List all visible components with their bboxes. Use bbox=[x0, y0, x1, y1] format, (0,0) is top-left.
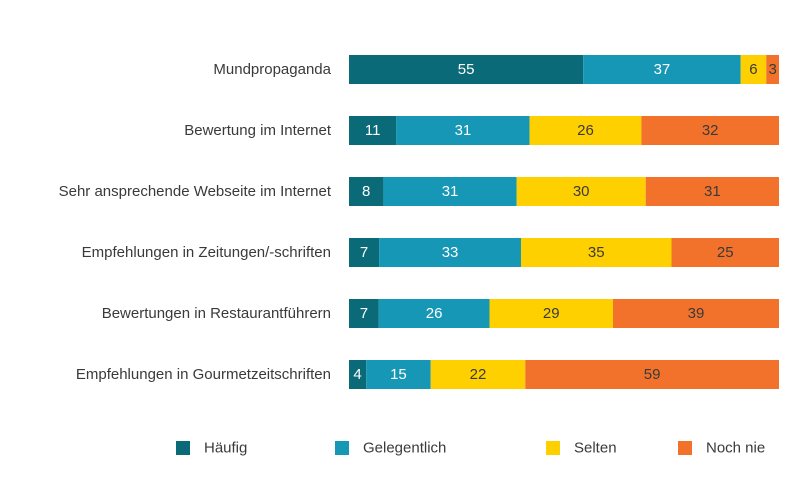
data-label: 39 bbox=[688, 305, 705, 322]
legend-swatch bbox=[546, 441, 560, 455]
data-label: 7 bbox=[360, 244, 368, 261]
data-label: 37 bbox=[654, 61, 671, 78]
data-label: 31 bbox=[442, 183, 459, 200]
data-label: 3 bbox=[768, 61, 776, 78]
bar-segment bbox=[366, 360, 431, 389]
legend: Häufig Gelegentlich Selten Noch nie bbox=[176, 440, 765, 457]
data-label: 31 bbox=[455, 122, 472, 139]
bar-segment bbox=[379, 238, 521, 267]
bar-segment bbox=[349, 299, 379, 328]
data-label: 26 bbox=[426, 305, 443, 322]
data-label: 55 bbox=[458, 61, 475, 78]
category-label: Mundpropaganda bbox=[213, 61, 331, 78]
legend-label: Gelegentlich bbox=[363, 440, 446, 457]
legend-swatch bbox=[176, 441, 190, 455]
legend-label: Häufig bbox=[204, 440, 247, 457]
data-label: 31 bbox=[704, 183, 721, 200]
category-label: Bewertungen in Restaurantführern bbox=[102, 305, 331, 322]
bar-segment bbox=[766, 55, 779, 84]
bar-segment bbox=[349, 238, 380, 267]
bar-segment bbox=[430, 360, 526, 389]
bar-segment bbox=[349, 55, 584, 84]
bar-segment bbox=[641, 116, 779, 145]
bars-layer: 55 37 6 3 11 31 26 32 8 31 30 31 7 33 35 25 7 26 29 39 4 15 22… bbox=[349, 55, 779, 389]
bar-segment bbox=[383, 177, 517, 206]
bar-segment bbox=[525, 360, 779, 389]
data-label: 59 bbox=[644, 366, 661, 383]
data-label: 33 bbox=[442, 244, 459, 261]
bar-segment bbox=[740, 55, 767, 84]
bar-segment bbox=[529, 116, 642, 145]
data-label: 35 bbox=[588, 244, 605, 261]
legend-swatch bbox=[678, 441, 692, 455]
bar-segment bbox=[583, 55, 741, 84]
data-label: 8 bbox=[362, 183, 370, 200]
bar-segment bbox=[349, 116, 397, 145]
category-label: Empfehlungen in Gourmetzeitschriften bbox=[76, 366, 331, 383]
bar-segment bbox=[349, 177, 384, 206]
legend-swatch bbox=[335, 441, 349, 455]
data-label: 32 bbox=[702, 122, 719, 139]
bar-segment bbox=[645, 177, 779, 206]
data-label: 15 bbox=[390, 366, 407, 383]
bar-segment bbox=[349, 360, 367, 389]
data-label: 25 bbox=[717, 244, 734, 261]
legend-label: Noch nie bbox=[706, 440, 765, 457]
bar-segment bbox=[671, 238, 779, 267]
data-label: 6 bbox=[749, 61, 757, 78]
category-label: Sehr ansprechende Webseite im Internet bbox=[59, 183, 332, 200]
data-label: 29 bbox=[543, 305, 560, 322]
legend-label: Selten bbox=[574, 440, 617, 457]
data-label: 11 bbox=[365, 122, 381, 139]
data-label: 22 bbox=[470, 366, 487, 383]
data-label: 26 bbox=[577, 122, 594, 139]
bar-segment bbox=[378, 299, 490, 328]
bar-segment bbox=[489, 299, 613, 328]
bar-segment bbox=[521, 238, 672, 267]
category-label: Bewertung im Internet bbox=[184, 122, 332, 139]
bar-segment bbox=[516, 177, 646, 206]
data-label: 30 bbox=[573, 183, 590, 200]
data-label: 4 bbox=[353, 366, 361, 383]
bar-segment bbox=[396, 116, 530, 145]
data-label: 7 bbox=[360, 305, 368, 322]
bar-segment bbox=[612, 299, 779, 328]
category-label: Empfehlungen in Zeitungen/-schriften bbox=[82, 244, 331, 261]
category-labels: Mundpropaganda Bewertung im Internet Sehr … bbox=[59, 61, 332, 383]
